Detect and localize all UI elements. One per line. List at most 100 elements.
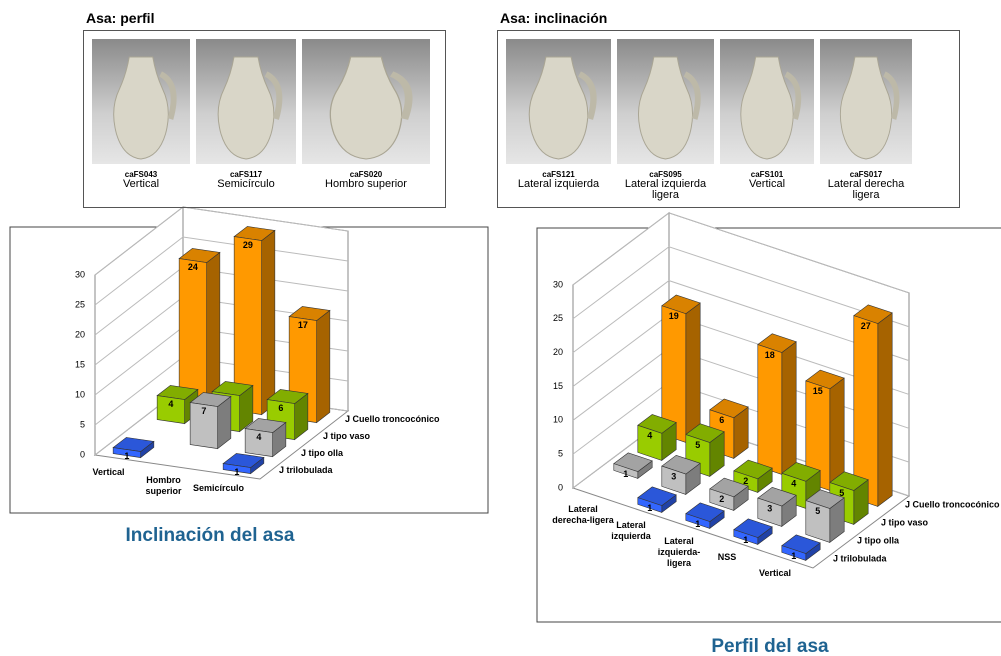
vessel-handle: [159, 71, 177, 120]
bar-front: [637, 424, 663, 461]
bar-front: [781, 545, 807, 561]
vessel: [528, 56, 597, 160]
vessel-handle: [389, 71, 413, 120]
data-label: 4: [647, 431, 652, 441]
bar-front: [733, 470, 759, 493]
bar: [222, 453, 265, 475]
bar-front: [112, 447, 141, 458]
photo: [302, 39, 430, 164]
photo-code: caFS101: [750, 170, 784, 179]
photo-item: caFS017 Lateral derecha ligera: [820, 39, 912, 207]
bar-front: [709, 488, 735, 511]
photo-item: caFS043 Vertical: [92, 39, 190, 207]
series-label: J tipo olla: [301, 448, 344, 458]
y-tick-label: 30: [75, 269, 85, 279]
y-tick-label: 20: [553, 347, 563, 357]
data-label: 4: [168, 399, 173, 409]
photo-item: caFS095 Lateral izquierda ligera: [617, 39, 714, 207]
bar-front: [156, 395, 185, 424]
vessel-shape: [637, 56, 694, 160]
bar: [637, 414, 677, 461]
vessel: [113, 56, 177, 160]
bar-front: [661, 305, 687, 443]
data-label: 1: [695, 519, 700, 529]
data-label: 2: [719, 494, 724, 504]
series-label: J Cuello troncocónico: [905, 499, 1000, 509]
bar-front: [853, 315, 879, 507]
photo-label: Semicírculo: [217, 178, 275, 190]
photo-label: Lateral derecha ligera: [827, 178, 905, 201]
photo-code: caFS043: [124, 170, 158, 179]
chart-frame: [536, 227, 1001, 623]
bar-front: [805, 380, 831, 491]
bar: [733, 459, 773, 493]
series-label: J Cuello troncocónico: [345, 414, 440, 424]
bar: [757, 333, 797, 475]
bar-front: [661, 465, 687, 495]
series-label: J tipo vaso: [323, 431, 371, 441]
bar-front: [805, 500, 831, 543]
bar-front: [733, 529, 759, 545]
y-tick-label: 10: [75, 389, 85, 399]
chart-title: Perfil del asa: [711, 636, 829, 656]
x-tick-label: Vertical: [92, 467, 125, 477]
vessel-shape: [329, 56, 403, 160]
x-tick-label: Lateral izquierda-ligera: [657, 536, 701, 568]
bar-front: [757, 344, 783, 475]
vessel-shape: [528, 56, 589, 160]
grid-line: [572, 280, 910, 362]
bar: [757, 486, 797, 528]
bar: [233, 226, 276, 416]
vessel-shape: [740, 56, 794, 160]
data-label: 24: [188, 262, 198, 272]
data-label: 1: [623, 469, 628, 479]
bar-front: [613, 463, 639, 479]
series-label: J trilobulada: [279, 465, 334, 475]
x-tick-label: Lateral izquierda: [611, 520, 651, 541]
data-label: 3: [671, 471, 676, 481]
y-tick-label: 30: [553, 279, 563, 289]
vessel: [217, 56, 283, 160]
grid-line: [572, 212, 910, 294]
x-tick-label: Semicírculo: [192, 483, 245, 493]
photo-panel: caFS043 Vertical caFS117 Semicírculo caFS020…: [83, 30, 446, 208]
x-tick-label: NSS: [717, 552, 737, 562]
bar: [637, 486, 677, 514]
y-tick-label: 10: [553, 415, 563, 425]
data-label: 1: [743, 535, 748, 545]
photo: [820, 39, 912, 164]
data-label: 4: [791, 479, 796, 489]
y-tick-label: 5: [80, 419, 85, 429]
bar-front: [222, 463, 251, 474]
photo-code: caFS017: [849, 170, 883, 179]
grid-line: [94, 236, 349, 306]
bar-front: [757, 497, 783, 527]
bar: [613, 452, 653, 479]
bar-side: [685, 302, 701, 443]
y-tick-label: 15: [553, 381, 563, 391]
bar-front: [637, 497, 663, 513]
bar: [733, 518, 773, 546]
photo-code: caFS117: [229, 170, 263, 179]
y-tick-label: 0: [558, 482, 563, 492]
bar: [805, 489, 845, 544]
data-label: 6: [719, 415, 724, 425]
y-tick-label: 20: [75, 329, 85, 339]
vessel: [839, 56, 900, 160]
x-tick-label: Vertical: [758, 568, 792, 578]
photo-code: caFS121: [542, 170, 575, 179]
photo-item: caFS117 Semicírculo: [196, 39, 296, 207]
bar-side: [206, 251, 221, 408]
bar-front: [178, 258, 207, 407]
bar-side: [316, 309, 331, 424]
panel-title: Asa: perfil: [86, 10, 155, 26]
photo-item: caFS101 Vertical: [720, 39, 814, 207]
photo-item: caFS121 Lateral izquierda: [506, 39, 611, 207]
vessel-handle: [882, 71, 900, 120]
photo: [720, 39, 814, 164]
photo: [617, 39, 714, 164]
y-tick-label: 0: [80, 449, 85, 459]
data-label: 15: [813, 386, 823, 396]
